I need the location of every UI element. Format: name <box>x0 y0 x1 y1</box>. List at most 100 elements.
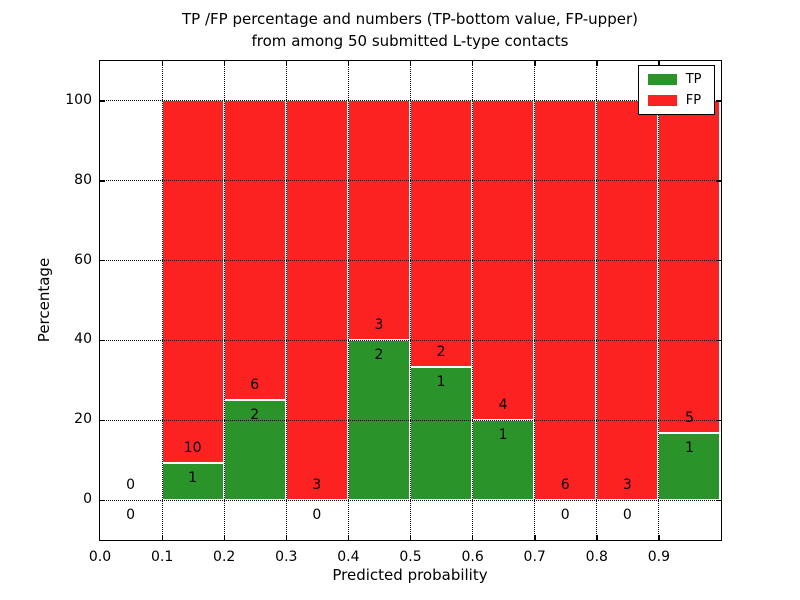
v-gridline <box>534 60 536 540</box>
y-tick-mark <box>715 339 721 342</box>
y-tick-label: 100 <box>65 91 92 108</box>
tp-count-label: 0 <box>312 506 322 523</box>
x-tick-label: 0.8 <box>585 549 608 565</box>
tp-count-label: 0 <box>622 506 632 523</box>
bar-segment-tp <box>161 463 224 500</box>
x-tick-label: 0.2 <box>213 549 236 565</box>
x-tick-label: 0.6 <box>461 549 484 565</box>
x-tick-mark <box>596 534 598 540</box>
bar-segment-tp <box>223 399 286 500</box>
y-tick-label: 40 <box>74 331 92 348</box>
chart-title: TP /FP percentage and numbers (TP-bottom… <box>99 8 721 52</box>
bar-segment-fp <box>410 100 473 367</box>
x-tick-mark <box>534 60 536 66</box>
y-tick-mark <box>715 260 721 262</box>
y-tick-mark <box>99 499 105 501</box>
x-tick-mark <box>223 534 226 540</box>
x-tick-mark <box>658 534 660 540</box>
legend-entry-fp: FP <box>647 92 702 108</box>
x-tick-mark <box>410 534 412 540</box>
tp-count-label: 0 <box>126 506 136 523</box>
y-tick-mark <box>715 499 721 501</box>
y-tick-mark <box>99 100 105 102</box>
fp-count-label: 10 <box>183 440 202 457</box>
tp-count-label: 2 <box>250 406 260 423</box>
x-tick-label: 0.0 <box>88 549 112 565</box>
v-gridline <box>347 60 349 540</box>
x-tick-label: 0.7 <box>523 549 546 565</box>
x-tick-label: 0.3 <box>275 549 298 565</box>
tp-count-label: 0 <box>560 506 570 523</box>
legend-label-fp: FP <box>685 92 702 108</box>
fp-count-label: 5 <box>684 410 694 427</box>
y-tick-mark <box>99 419 105 422</box>
plot-area: TP FP 0 0 10 1 6 2 3 0 3 2 2 1 4 1 6 0 3 0 5 1 <box>98 59 722 541</box>
y-tick-label: 20 <box>74 411 92 428</box>
x-tick-mark <box>596 60 598 66</box>
bar-segment-fp <box>161 100 224 464</box>
x-tick-mark <box>223 60 226 66</box>
y-tick-mark <box>715 419 721 422</box>
bar-segment-tp <box>410 366 473 500</box>
tp-count-label: 2 <box>374 346 384 363</box>
bar-segment-fp <box>596 100 659 500</box>
y-tick-mark <box>99 339 105 342</box>
tp-count-label: 1 <box>188 470 198 487</box>
x-tick-mark <box>285 60 288 66</box>
legend-entry-tp: TP <box>647 71 702 87</box>
x-tick-mark <box>658 60 660 66</box>
bar-segment-fp <box>658 100 721 434</box>
tp-count-label: 1 <box>436 373 446 390</box>
x-tick-label: 0.5 <box>399 549 422 565</box>
fp-count-label: 3 <box>312 476 322 493</box>
v-gridline <box>410 60 411 540</box>
bar-segment-fp <box>223 100 286 400</box>
v-gridline <box>472 60 474 540</box>
x-tick-mark <box>347 60 350 66</box>
bar-segment-fp <box>534 100 597 500</box>
bar-segment-fp <box>285 100 348 500</box>
x-tick-mark <box>534 534 536 540</box>
x-tick-mark <box>161 534 163 540</box>
y-axis-label: Percentage <box>35 257 53 343</box>
x-tick-mark <box>161 60 163 66</box>
y-tick-mark <box>99 260 105 262</box>
fp-count-label: 6 <box>560 476 570 493</box>
x-tick-mark <box>347 534 350 540</box>
chart-title-line2: from among 50 submitted L-type contacts <box>251 32 569 50</box>
fp-legend-swatch <box>647 94 677 106</box>
v-gridline <box>285 60 287 540</box>
y-tick-label: 80 <box>74 171 92 188</box>
x-axis-label: Predicted probability <box>332 566 488 584</box>
x-tick-mark <box>410 60 412 66</box>
tp-count-label: 1 <box>684 440 694 457</box>
x-tick-mark <box>472 60 474 66</box>
fp-count-label: 4 <box>498 396 508 413</box>
legend-label-tp: TP <box>685 71 702 87</box>
bar-segment-fp <box>472 100 535 420</box>
fp-count-label: 3 <box>622 476 632 493</box>
y-tick-mark <box>715 180 721 182</box>
chart-title-line1: TP /FP percentage and numbers (TP-bottom… <box>182 10 638 28</box>
bar-segment-fp <box>347 100 410 340</box>
x-tick-label: 0.9 <box>647 549 671 565</box>
fp-count-label: 2 <box>436 343 446 360</box>
y-tick-mark <box>99 180 105 182</box>
fp-count-label: 0 <box>126 476 136 493</box>
v-gridline <box>658 60 660 540</box>
y-tick-label: 60 <box>74 251 92 268</box>
y-tick-mark <box>715 100 721 102</box>
x-tick-label: 0.4 <box>337 549 360 565</box>
fp-count-label: 6 <box>250 376 260 393</box>
tp-legend-swatch <box>647 73 677 85</box>
y-tick-label: 0 <box>83 491 92 508</box>
tp-count-label: 1 <box>498 426 508 443</box>
x-tick-mark <box>472 534 474 540</box>
v-gridline <box>161 60 163 540</box>
x-tick-mark <box>285 534 288 540</box>
v-gridline <box>223 60 225 540</box>
fp-count-label: 3 <box>374 316 384 333</box>
v-gridline <box>596 60 598 540</box>
x-tick-label: 0.1 <box>150 549 174 565</box>
